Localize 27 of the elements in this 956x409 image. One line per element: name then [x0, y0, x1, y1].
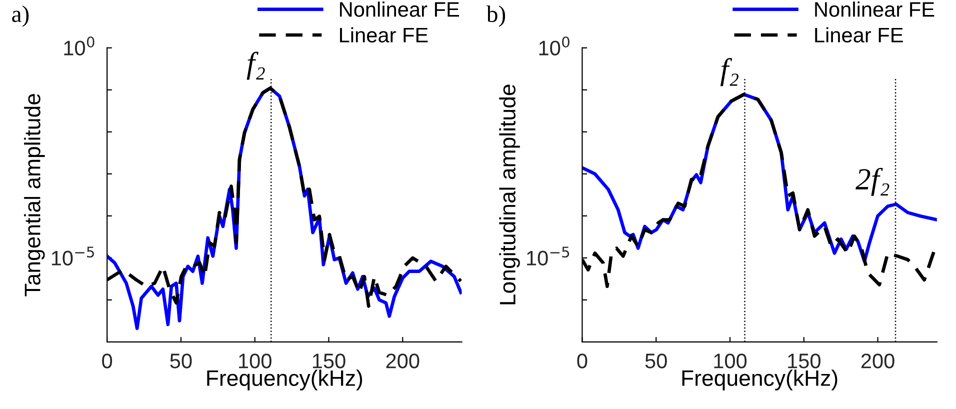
y-tick-label: 10$^{0}$	[64, 36, 94, 56]
y-axis-title: Longitudinal amplitude	[499, 84, 520, 304]
chart-title: b)	[486, 5, 506, 27]
x-tick-label: 200	[386, 354, 420, 368]
annotation: f₂	[720, 58, 738, 86]
x-tick-label: 100	[714, 354, 747, 368]
annotation: 2f₂	[856, 168, 890, 196]
x-tick-label: 0	[102, 354, 112, 368]
y-tick-label: 10$^{0}$	[539, 36, 570, 56]
chart-title: a)	[12, 5, 29, 27]
x-tick-label: 50	[645, 354, 667, 368]
x-tick-label: 50	[170, 354, 192, 368]
y-axis-title: Tangential amplitude	[24, 94, 45, 296]
x-tick-label: 200	[861, 354, 894, 368]
x-axis-title: Frequency(kHz)	[682, 370, 838, 390]
legend-label: Linear FE	[340, 27, 428, 43]
y-tick-label: 10$^{−5}$	[527, 246, 570, 266]
y-tick-label: 10$^{−5}$	[52, 246, 94, 266]
annotation: f₂	[246, 52, 265, 80]
legend-label: Linear FE	[815, 27, 903, 43]
legend-label: Nonlinear FE	[340, 2, 459, 17]
x-tick-label: 150	[788, 354, 820, 368]
legend-label: Nonlinear FE	[815, 2, 934, 17]
x-tick-label: 150	[312, 354, 346, 368]
x-tick-label: 0	[577, 354, 588, 368]
x-tick-label: 100	[239, 354, 272, 368]
x-axis-title: Frequency(kHz)	[207, 370, 362, 390]
